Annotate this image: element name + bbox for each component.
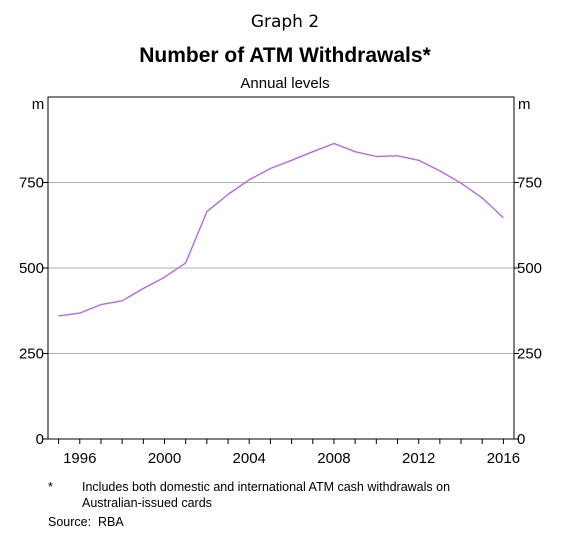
- graph-number-label: Graph 2: [250, 12, 320, 32]
- gridlines: [48, 182, 514, 354]
- axis-ticks: [43, 182, 519, 444]
- source-label: Source:: [48, 515, 92, 529]
- y-tick-label-left: 500: [19, 260, 44, 277]
- y-tick-label-left: 750: [19, 175, 44, 192]
- source-value: RBA: [98, 515, 124, 529]
- x-tick-label: 2012: [402, 450, 435, 467]
- axis-labels: m m 0 0 250 250 500 500 750 750 1996 2000 2004 2008…: [19, 96, 542, 467]
- x-tick-label: 2004: [233, 450, 266, 467]
- series-line-0: [58, 142, 504, 317]
- chart-title: Number of ATM Withdrawals*: [139, 44, 431, 67]
- source-note: Source: RBA: [48, 515, 124, 529]
- x-tick-label: 2000: [148, 450, 181, 467]
- line-chart: m m 0 0 250 250 500 500 750 750 1996 2000 2004 2008…: [19, 96, 542, 467]
- footnote-marker: *: [48, 480, 53, 494]
- y-unit-left: m: [32, 96, 45, 113]
- y-tick-label-left: 250: [19, 346, 44, 363]
- y-tick-label-right: 0: [517, 431, 525, 448]
- y-tick-label-right: 500: [517, 260, 542, 277]
- footnote-text: Includes both domestic and international…: [82, 480, 451, 510]
- y-tick-label-right: 250: [517, 346, 542, 363]
- x-tick-label: 2016: [487, 450, 520, 467]
- footnote: * Includes both domestic and internation…: [48, 479, 512, 511]
- series-layer: [58, 142, 504, 317]
- chart-subtitle: Annual levels: [240, 75, 330, 92]
- y-tick-label-left: 0: [36, 431, 44, 448]
- x-tick-label: 2008: [317, 450, 350, 467]
- x-tick-label: 1996: [63, 450, 96, 467]
- y-unit-right: m: [518, 96, 531, 113]
- y-tick-label-right: 750: [517, 175, 542, 192]
